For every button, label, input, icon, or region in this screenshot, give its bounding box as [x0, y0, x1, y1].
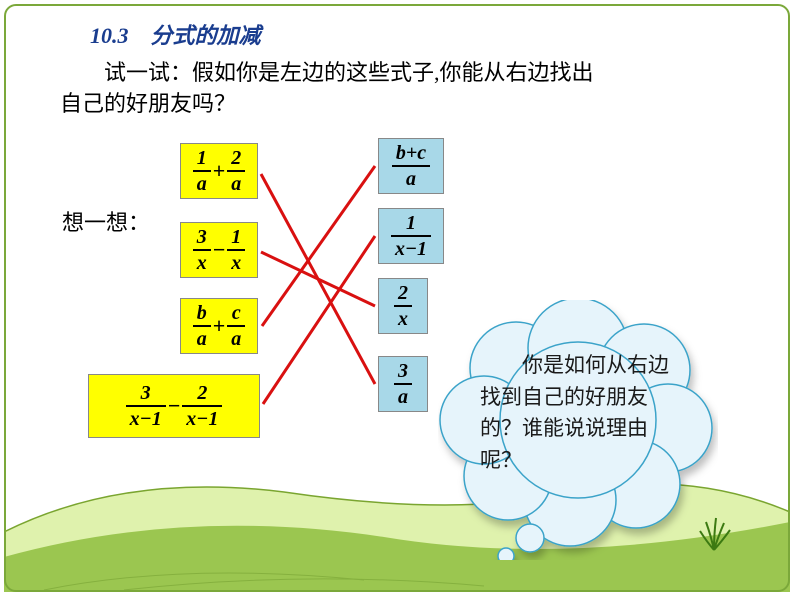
left-expr-0: 1a+2a — [180, 143, 258, 199]
prompt-text: 试一试：假如你是左边的这些式子,你能从右边找出自己的好朋友吗？ — [60, 58, 600, 120]
think-label: 想一想： — [62, 205, 150, 237]
left-expr-3: 3x−1−2x−1 — [88, 374, 260, 438]
right-expr-7: 3a — [378, 356, 428, 412]
page-title: 10.3 分式的加减 — [90, 18, 261, 50]
left-expr-2: ba+ca — [180, 298, 258, 354]
right-expr-6: 2x — [378, 278, 428, 334]
cloud-text: 你是如何从右边找到自己的好朋友的？谁能说说理由呢？ — [480, 350, 670, 476]
left-expr-1: 3x−1x — [180, 222, 258, 278]
right-expr-4: b+ca — [378, 138, 444, 194]
right-expr-5: 1x−1 — [378, 208, 444, 264]
